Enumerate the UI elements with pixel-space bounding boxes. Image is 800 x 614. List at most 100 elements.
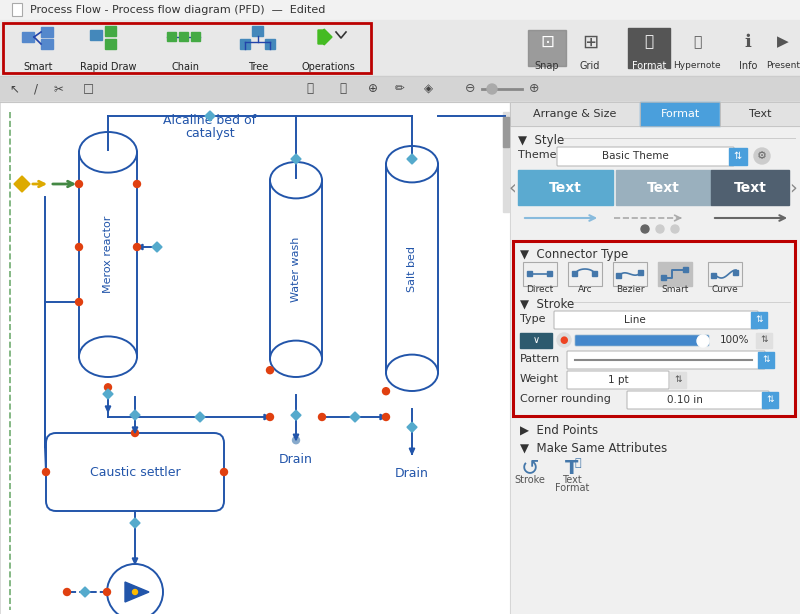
Text: Rapid Draw: Rapid Draw bbox=[80, 62, 136, 72]
Text: T: T bbox=[566, 459, 578, 478]
Bar bbox=[503, 112, 509, 212]
Text: Type: Type bbox=[520, 314, 546, 324]
Text: ▶  End Points: ▶ End Points bbox=[520, 424, 598, 437]
Bar bbox=[628, 28, 670, 68]
Bar bbox=[756, 333, 772, 348]
Text: Process Flow - Process flow diagram (PFD)  —  Edited: Process Flow - Process flow diagram (PFD… bbox=[30, 5, 326, 15]
Text: Stroke: Stroke bbox=[514, 475, 546, 485]
Circle shape bbox=[134, 181, 141, 187]
Bar bbox=[711, 273, 716, 278]
Text: Snap: Snap bbox=[534, 61, 559, 71]
Bar bbox=[708, 262, 742, 286]
FancyBboxPatch shape bbox=[575, 335, 709, 346]
Text: ⤴: ⤴ bbox=[574, 458, 582, 468]
Circle shape bbox=[754, 148, 770, 164]
Text: ℹ: ℹ bbox=[745, 33, 751, 51]
Polygon shape bbox=[205, 111, 215, 121]
Bar bbox=[179, 32, 188, 41]
Bar bbox=[41, 27, 53, 37]
Text: ↖: ↖ bbox=[9, 82, 19, 96]
Text: Format: Format bbox=[660, 109, 700, 119]
Bar bbox=[513, 241, 795, 416]
Polygon shape bbox=[130, 518, 140, 528]
Text: 0.10 in: 0.10 in bbox=[667, 395, 703, 405]
Text: ⇅: ⇅ bbox=[760, 335, 768, 344]
Circle shape bbox=[266, 367, 274, 374]
Bar bbox=[547, 271, 552, 276]
Text: ▼  Style: ▼ Style bbox=[518, 134, 564, 147]
Text: Operations: Operations bbox=[301, 62, 355, 72]
Polygon shape bbox=[294, 434, 298, 440]
Bar bbox=[503, 117, 509, 147]
Text: □: □ bbox=[82, 82, 94, 96]
Circle shape bbox=[63, 588, 70, 596]
Polygon shape bbox=[137, 244, 143, 250]
Text: ✂: ✂ bbox=[53, 82, 63, 96]
Circle shape bbox=[134, 244, 141, 251]
Text: Format: Format bbox=[555, 483, 589, 493]
Bar bbox=[41, 39, 53, 49]
Text: Pattern: Pattern bbox=[520, 354, 560, 364]
Circle shape bbox=[133, 589, 138, 594]
Circle shape bbox=[656, 225, 664, 233]
Bar bbox=[751, 312, 767, 328]
Text: Water wash: Water wash bbox=[291, 237, 301, 302]
Text: Arrange & Size: Arrange & Size bbox=[534, 109, 617, 119]
Circle shape bbox=[382, 413, 390, 421]
Bar bbox=[12, 3, 22, 16]
Bar bbox=[510, 102, 800, 614]
Text: 100%: 100% bbox=[720, 335, 750, 345]
Text: ⊡: ⊡ bbox=[540, 33, 554, 51]
Text: ▶: ▶ bbox=[777, 34, 789, 50]
Circle shape bbox=[293, 437, 299, 444]
Text: Arc: Arc bbox=[578, 284, 592, 293]
Bar bbox=[191, 32, 200, 41]
Text: ▼  Connector Type: ▼ Connector Type bbox=[520, 248, 628, 261]
Bar bbox=[386, 164, 438, 373]
Bar bbox=[270, 180, 322, 359]
Text: Present: Present bbox=[766, 61, 800, 71]
Text: Smart: Smart bbox=[662, 284, 689, 293]
Polygon shape bbox=[80, 587, 90, 597]
Bar bbox=[720, 102, 800, 126]
Text: 📋: 📋 bbox=[693, 35, 701, 49]
Bar bbox=[658, 262, 692, 286]
Text: ∨: ∨ bbox=[533, 335, 539, 345]
Text: 🎨: 🎨 bbox=[645, 34, 654, 50]
Polygon shape bbox=[380, 414, 386, 420]
Circle shape bbox=[75, 181, 82, 187]
Bar bbox=[510, 102, 640, 126]
Bar bbox=[520, 333, 552, 348]
Circle shape bbox=[42, 468, 50, 475]
Bar bbox=[683, 267, 688, 272]
Text: ✋: ✋ bbox=[339, 82, 346, 96]
Polygon shape bbox=[152, 242, 162, 252]
FancyBboxPatch shape bbox=[46, 433, 224, 511]
Text: Text: Text bbox=[549, 181, 582, 195]
FancyBboxPatch shape bbox=[554, 311, 758, 329]
Ellipse shape bbox=[79, 336, 137, 377]
Bar bbox=[90, 30, 102, 40]
Circle shape bbox=[487, 84, 497, 94]
Text: Salt bed: Salt bed bbox=[407, 246, 417, 292]
Polygon shape bbox=[125, 582, 149, 602]
Bar bbox=[670, 372, 686, 388]
Text: Smart: Smart bbox=[23, 62, 53, 72]
Bar bbox=[523, 262, 557, 286]
Text: Chain: Chain bbox=[171, 62, 199, 72]
Circle shape bbox=[557, 333, 571, 347]
Circle shape bbox=[107, 564, 163, 614]
Circle shape bbox=[75, 298, 82, 306]
Polygon shape bbox=[103, 389, 113, 399]
Text: ⊕: ⊕ bbox=[529, 82, 539, 96]
Text: Bezier: Bezier bbox=[616, 284, 644, 293]
Circle shape bbox=[641, 225, 649, 233]
Bar bbox=[729, 148, 747, 165]
Polygon shape bbox=[195, 412, 205, 422]
Polygon shape bbox=[264, 414, 270, 420]
Circle shape bbox=[382, 387, 390, 395]
Text: Text: Text bbox=[562, 475, 582, 485]
FancyBboxPatch shape bbox=[567, 371, 669, 389]
Bar bbox=[22, 32, 34, 42]
Text: ⊕: ⊕ bbox=[368, 82, 378, 96]
